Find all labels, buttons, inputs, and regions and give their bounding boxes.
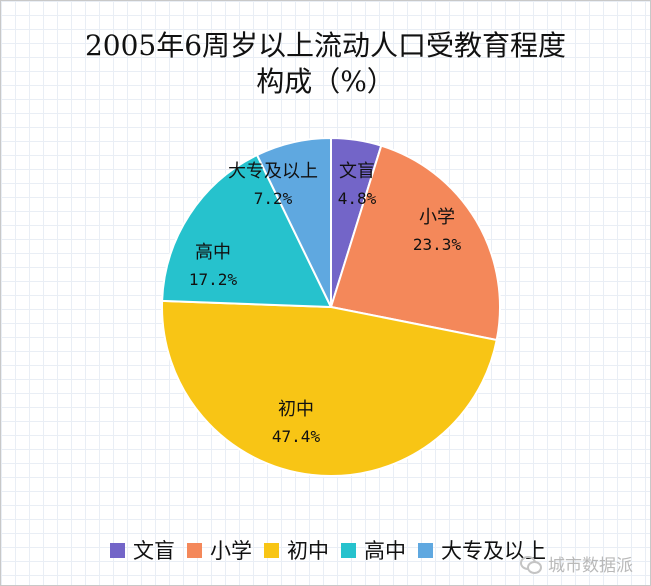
legend-item-0: 文盲	[110, 535, 175, 565]
legend-swatch-1	[187, 542, 202, 558]
legend-item-1: 小学	[187, 535, 252, 565]
watermark-text: 城市数据派	[548, 556, 633, 576]
legend-label-2: 初中	[287, 539, 329, 563]
legend-label-1: 小学	[210, 539, 252, 563]
slice-category-label-3: 高中	[195, 242, 231, 263]
legend: 文盲 小学 初中 高中 大专及以上	[110, 535, 558, 565]
legend-label-0: 文盲	[133, 539, 175, 563]
slice-value-label-2: 47.4%	[272, 427, 321, 446]
legend-item-2: 初中	[264, 535, 329, 565]
pie-slice-2	[161, 299, 498, 477]
legend-item-3: 高中	[341, 535, 406, 565]
slice-value-label-0: 4.8%	[338, 189, 377, 208]
slice-value-label-4: 7.2%	[254, 189, 293, 208]
legend-swatch-0	[110, 542, 125, 558]
legend-label-3: 高中	[364, 539, 406, 563]
pie-slice-1	[329, 144, 501, 342]
title-line-1: 2005年6周岁以上流动人口受教育程度	[84, 29, 567, 62]
pie-slice-4	[255, 136, 332, 308]
slice-value-label-1: 23.3%	[413, 235, 462, 254]
slice-category-label-1: 小学	[419, 207, 455, 228]
slice-category-label-2: 初中	[278, 399, 314, 420]
legend-swatch-2	[264, 542, 279, 558]
slice-category-label-0: 文盲	[339, 161, 375, 182]
slice-value-label-3: 17.2%	[189, 270, 238, 289]
legend-swatch-4	[418, 542, 433, 558]
title-line-2: 构成（%）	[256, 65, 395, 98]
wechat-icon	[520, 555, 542, 574]
slice-category-label-4: 大专及以上	[228, 161, 318, 182]
legend-swatch-3	[341, 542, 356, 558]
chart-title: 2005年6周岁以上流动人口受教育程度 构成（%）	[0, 28, 651, 100]
watermark: 城市数据派	[520, 551, 633, 576]
pie-slice-3	[161, 153, 333, 309]
